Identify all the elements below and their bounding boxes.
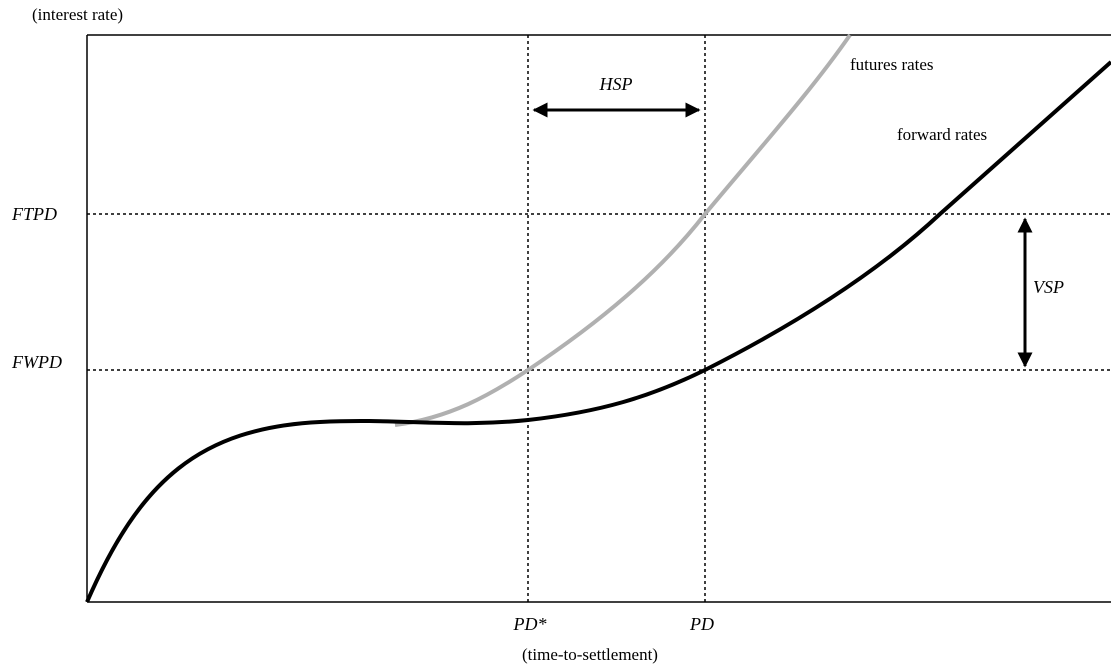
y-axis-label: (interest rate) xyxy=(32,5,123,24)
pd-label: PD xyxy=(689,614,714,634)
futures-label: futures rates xyxy=(850,55,934,74)
vsp-label: VSP xyxy=(1033,277,1064,297)
fwpd-label: FWPD xyxy=(11,352,62,372)
x-axis-label: (time-to-settlement) xyxy=(522,645,658,664)
forward-label: forward rates xyxy=(897,125,987,144)
futures-curve xyxy=(394,33,852,427)
ftpd-label: FTPD xyxy=(11,204,57,224)
pd-star-label: PD* xyxy=(513,614,547,634)
forward-curve xyxy=(85,60,1111,603)
hsp-label: HSP xyxy=(599,74,633,94)
